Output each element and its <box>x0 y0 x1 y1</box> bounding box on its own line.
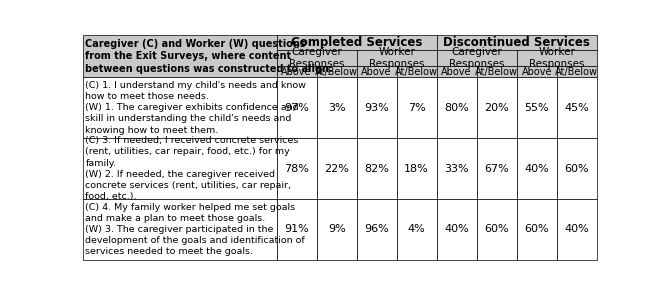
Bar <box>396 66 437 77</box>
Bar <box>276 77 317 138</box>
Text: 3%: 3% <box>328 103 345 113</box>
Bar <box>437 51 516 66</box>
Bar <box>276 51 357 66</box>
Bar <box>437 66 477 77</box>
Bar <box>396 199 437 260</box>
Text: 9%: 9% <box>328 225 345 234</box>
Bar <box>437 35 597 51</box>
Text: 82%: 82% <box>364 164 389 174</box>
Bar <box>516 138 557 199</box>
Bar <box>83 138 276 199</box>
Bar <box>357 138 396 199</box>
Bar <box>477 66 516 77</box>
Text: 78%: 78% <box>284 164 309 174</box>
Bar <box>357 51 437 66</box>
Text: 20%: 20% <box>484 103 509 113</box>
Text: 22%: 22% <box>324 164 349 174</box>
Bar <box>83 199 276 260</box>
Bar <box>516 66 557 77</box>
Bar <box>477 77 516 138</box>
Bar <box>276 199 317 260</box>
Bar <box>317 138 357 199</box>
Text: 60%: 60% <box>564 164 589 174</box>
Text: At/Below: At/Below <box>315 67 358 77</box>
Bar <box>357 66 396 77</box>
Text: Discontinued Services: Discontinued Services <box>444 36 590 49</box>
Text: At/Below: At/Below <box>395 67 438 77</box>
Text: At/Below: At/Below <box>475 67 518 77</box>
Bar <box>437 77 477 138</box>
Text: Completed Services: Completed Services <box>291 36 422 49</box>
Bar <box>516 51 597 66</box>
Text: 80%: 80% <box>444 103 469 113</box>
Text: 97%: 97% <box>284 103 309 113</box>
Text: Caregiver (C) and Worker (W) questions
from the Exit Surveys, where content
betw: Caregiver (C) and Worker (W) questions f… <box>86 39 333 74</box>
Text: 40%: 40% <box>564 225 589 234</box>
Bar <box>83 35 276 77</box>
Text: Above: Above <box>442 67 472 77</box>
Text: Above: Above <box>361 67 392 77</box>
Text: 67%: 67% <box>484 164 509 174</box>
Text: (C) 4. My family worker helped me set goals
and make a plan to meet those goals.: (C) 4. My family worker helped me set go… <box>86 203 305 256</box>
Text: 4%: 4% <box>408 225 426 234</box>
Bar <box>437 199 477 260</box>
Bar <box>437 138 477 199</box>
Bar <box>477 199 516 260</box>
Text: Worker
Responses: Worker Responses <box>369 47 424 69</box>
Bar <box>557 66 597 77</box>
Bar <box>317 199 357 260</box>
Bar <box>357 199 396 260</box>
Text: 60%: 60% <box>524 225 549 234</box>
Text: 40%: 40% <box>444 225 469 234</box>
Bar <box>557 77 597 138</box>
Text: (C) 1. I understand my child's needs and know
how to meet those needs.
(W) 1. Th: (C) 1. I understand my child's needs and… <box>86 81 306 135</box>
Text: Caregiver
Responses: Caregiver Responses <box>449 47 505 69</box>
Bar <box>276 138 317 199</box>
Text: 60%: 60% <box>485 225 509 234</box>
Text: 93%: 93% <box>364 103 389 113</box>
Text: 91%: 91% <box>284 225 309 234</box>
Bar <box>276 66 317 77</box>
Bar <box>357 77 396 138</box>
Text: 33%: 33% <box>444 164 469 174</box>
Text: Above: Above <box>281 67 312 77</box>
Bar <box>516 199 557 260</box>
Bar <box>557 199 597 260</box>
Text: 45%: 45% <box>564 103 589 113</box>
Bar <box>83 77 276 138</box>
Text: Above: Above <box>521 67 552 77</box>
Bar <box>396 138 437 199</box>
Bar <box>396 77 437 138</box>
Bar <box>557 138 597 199</box>
Text: Worker
Responses: Worker Responses <box>529 47 585 69</box>
Text: 40%: 40% <box>524 164 549 174</box>
Bar <box>317 77 357 138</box>
Bar <box>516 77 557 138</box>
Bar <box>317 66 357 77</box>
Text: 7%: 7% <box>408 103 426 113</box>
Text: At/Below: At/Below <box>555 67 598 77</box>
Text: 18%: 18% <box>404 164 429 174</box>
Text: 55%: 55% <box>524 103 549 113</box>
Bar <box>477 138 516 199</box>
Bar <box>276 35 437 51</box>
Text: 96%: 96% <box>364 225 389 234</box>
Text: Caregiver
Responses: Caregiver Responses <box>289 47 344 69</box>
Text: (C) 3. If needed, I received concrete services
(rent, utilities, car repair, foo: (C) 3. If needed, I received concrete se… <box>86 136 299 201</box>
